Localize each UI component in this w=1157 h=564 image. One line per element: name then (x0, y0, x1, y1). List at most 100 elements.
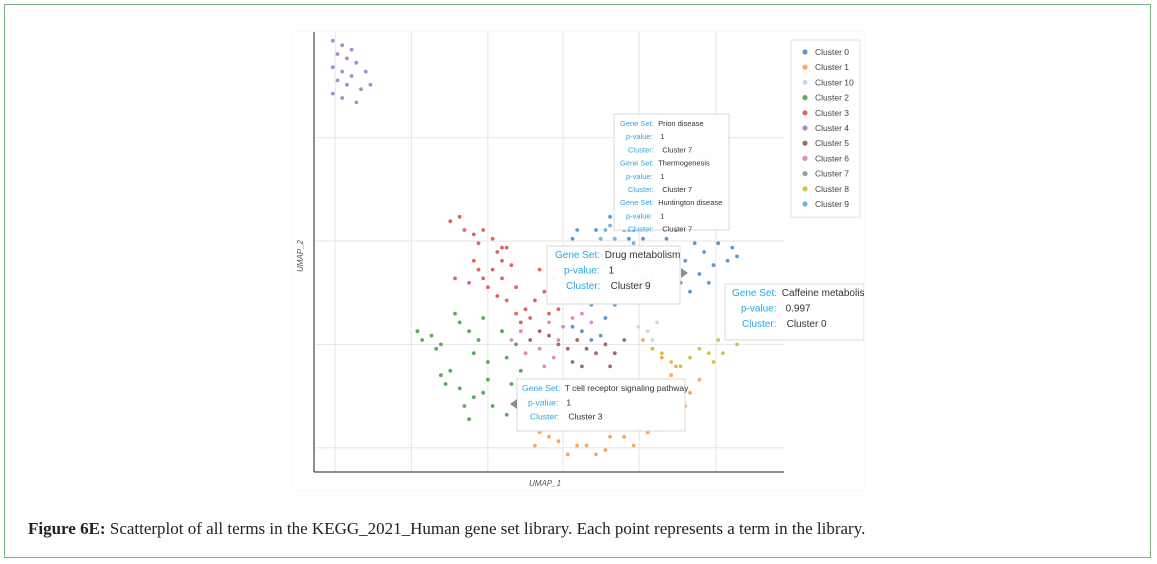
data-point-cluster-6 (561, 324, 565, 329)
legend-label: Cluster 3 (815, 108, 849, 118)
data-point-cluster-1 (565, 452, 570, 457)
scatterplot-figure: UMAP_1 UMAP_2 Cluster 0 Cluster 1 Cluster 10… (293, 32, 873, 490)
data-point-cluster-2 (429, 333, 434, 338)
data-point-cluster-8 (716, 338, 721, 342)
data-point-cluster-1 (547, 434, 551, 439)
legend-label: Cluster 9 (815, 199, 849, 209)
tooltip-value: Cluster 7 (662, 225, 692, 234)
data-point-cluster-3 (514, 311, 518, 316)
data-point-cluster-10 (636, 324, 641, 329)
data-point-cluster-1 (622, 434, 627, 439)
data-point-cluster-5 (575, 338, 580, 342)
tooltip-pointer-drug (681, 268, 688, 278)
legend-label: Cluster 10 (815, 77, 854, 87)
data-point-cluster-2 (471, 395, 476, 400)
data-point-cluster-5 (603, 342, 608, 347)
legend-marker (802, 140, 808, 146)
data-point-cluster-4 (354, 60, 359, 65)
data-point-cluster-1 (669, 373, 674, 378)
data-point-cluster-2 (467, 417, 471, 422)
data-point-cluster-1 (674, 364, 678, 369)
data-point-cluster-5 (570, 360, 575, 364)
data-point-cluster-1 (575, 443, 580, 448)
figure-frame (4, 4, 1151, 558)
data-point-cluster-4 (340, 69, 345, 74)
data-point-cluster-9 (603, 228, 608, 232)
tooltip-value: T cell receptor signaling pathway (565, 383, 689, 393)
data-point-cluster-4 (349, 74, 354, 78)
tooltip-value: 1 (660, 211, 664, 220)
tooltip-key: Cluster: (628, 145, 654, 154)
data-point-cluster-0 (580, 329, 584, 334)
tooltip-value: 1 (660, 132, 664, 141)
data-point-cluster-4 (335, 52, 340, 56)
data-point-cluster-6 (518, 329, 523, 334)
data-point-cluster-3 (467, 280, 471, 285)
data-point-cluster-8 (669, 360, 674, 364)
data-point-cluster-2 (467, 329, 471, 334)
tooltip-key: Cluster: (628, 185, 654, 194)
caption-label: Figure 6E: (28, 519, 106, 538)
data-point-cluster-8 (688, 355, 692, 360)
legend-marker (802, 201, 808, 207)
data-point-cluster-0 (603, 316, 608, 320)
data-point-cluster-0 (641, 236, 645, 241)
data-point-cluster-1 (608, 434, 612, 439)
data-point-cluster-9 (598, 236, 603, 241)
data-point-cluster-1 (603, 448, 608, 452)
legend-marker (802, 171, 808, 177)
tooltip-key: Cluster: (742, 319, 776, 330)
data-point-cluster-3 (471, 232, 476, 237)
legend-label: Cluster 0 (815, 47, 849, 57)
data-point-cluster-6 (547, 320, 551, 325)
data-point-cluster-0 (730, 245, 735, 250)
data-point-cluster-4 (340, 43, 345, 48)
tooltip-key: Cluster: (566, 281, 600, 292)
data-point-cluster-10 (655, 320, 659, 325)
data-point-cluster-3 (490, 267, 495, 272)
data-point-cluster-6 (556, 338, 561, 342)
data-point-cluster-3 (481, 276, 486, 281)
data-point-cluster-1 (533, 443, 537, 448)
data-point-cluster-5 (547, 333, 551, 338)
data-point-cluster-0 (608, 214, 612, 219)
legend-marker (802, 186, 808, 192)
tooltip-key: Gene Set: (522, 383, 560, 393)
data-point-cluster-5 (594, 351, 598, 356)
data-point-cluster-0 (711, 263, 716, 268)
tooltip-key: Gene Set: (620, 119, 654, 128)
data-point-cluster-8 (711, 360, 716, 364)
data-point-cluster-2 (420, 338, 424, 342)
legend-marker (802, 110, 808, 116)
data-point-cluster-4 (359, 87, 363, 92)
data-point-cluster-3 (481, 228, 486, 232)
data-point-cluster-5 (612, 351, 617, 356)
data-point-cluster-2 (481, 316, 486, 320)
data-point-cluster-1 (556, 439, 561, 444)
legend-marker (802, 49, 808, 55)
tooltip-box-prion (613, 113, 730, 231)
data-point-cluster-4 (330, 38, 335, 43)
data-point-cluster-3 (500, 276, 504, 281)
data-point-cluster-9 (608, 223, 612, 228)
data-point-cluster-2 (490, 404, 495, 408)
tooltip-value: Cluster 9 (611, 281, 651, 292)
data-point-cluster-3 (490, 236, 495, 241)
data-point-cluster-4 (368, 82, 373, 87)
data-point-cluster-2 (439, 342, 443, 347)
data-point-cluster-3 (556, 307, 561, 312)
data-point-cluster-0 (575, 228, 580, 232)
data-point-cluster-2 (453, 311, 457, 316)
data-point-cluster-2 (462, 404, 467, 408)
data-point-cluster-3 (448, 219, 453, 224)
data-point-cluster-2 (500, 329, 504, 334)
tooltip-box-tcell (516, 378, 686, 432)
data-point-cluster-0 (589, 338, 594, 342)
data-point-cluster-8 (678, 364, 683, 369)
data-point-cluster-1 (688, 390, 692, 395)
data-point-cluster-2 (486, 360, 490, 364)
data-point-cluster-2 (415, 329, 420, 334)
data-point-cluster-0 (716, 241, 721, 246)
data-point-cluster-0 (627, 236, 631, 241)
tooltip-key: p-value: (528, 397, 558, 407)
